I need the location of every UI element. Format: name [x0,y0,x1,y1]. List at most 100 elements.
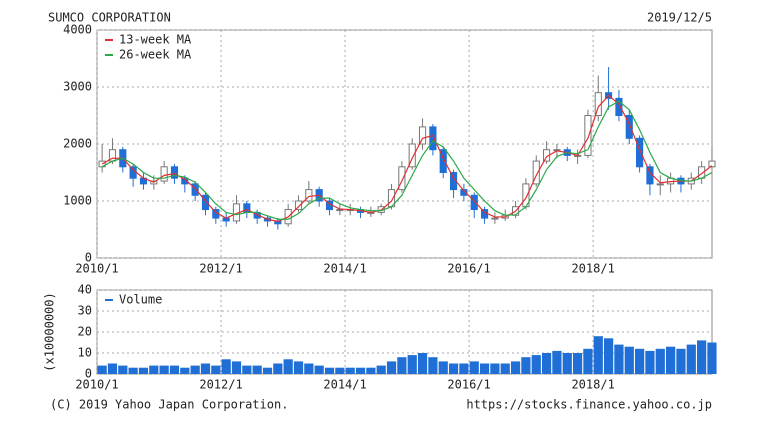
volume-bar [138,367,149,374]
candle-body [294,200,303,211]
volume-bar [469,361,479,374]
volume-bar [314,365,324,374]
x-tick-label: 2010/1 [75,378,118,392]
volume-bar [366,367,376,374]
volume-bar [552,350,562,374]
volume-bar [355,367,366,374]
volume-bar [397,357,407,374]
volume-bar [624,346,634,374]
candle-body [470,194,478,211]
candle-body [429,126,437,151]
volume-bar [417,353,428,374]
candle-body [408,143,416,168]
legend-label: 13-week MA [119,33,192,47]
volume-bar [562,353,572,374]
candle-body [636,137,644,168]
volume-bar [438,361,448,374]
candle-body [625,115,633,139]
candle-body [181,177,189,185]
x-tick-label: 2018/1 [571,262,614,276]
chart-title: SUMCO CORPORATION [48,11,171,25]
candle-body [398,166,406,191]
candle-body [460,189,468,196]
candle-body [615,97,623,117]
volume-bar [655,348,665,374]
volume-bar [324,367,335,374]
y-tick-label: 0 [85,367,92,381]
x-tick-label: 2012/1 [199,262,242,276]
candle-body [418,126,427,145]
moving-average-line [101,100,713,220]
volume-bar [386,361,397,374]
volume-bar [479,363,490,374]
volume-bar [283,359,293,374]
volume-bar [521,357,531,374]
x-tick-label: 2010/1 [75,262,118,276]
volume-bar [665,346,676,374]
plot-area [96,29,713,259]
volume-bar [97,365,107,374]
y-tick-label: 2000 [63,137,92,151]
candle-body [160,166,168,182]
x-tick-label: 2016/1 [447,378,490,392]
volume-bar [345,367,355,374]
legend-label: Volume [119,293,162,307]
volume-bar [634,348,645,374]
y-tick-label: 4000 [63,23,92,37]
volume-bar [107,363,118,374]
candle-body [439,149,447,173]
volume-bar [697,340,707,374]
volume-bar [510,361,521,374]
volume-bar [583,348,593,374]
volume-bar [603,338,614,374]
volume-bar [211,365,221,374]
volume-bar [335,367,345,374]
candle-body [305,189,313,202]
volume-bar [593,336,603,374]
volume-bar [459,363,469,374]
y-tick-label: 0 [85,251,92,265]
moving-average-line [101,94,713,223]
volume-bar [159,365,169,374]
volume-bar [500,363,510,374]
volume-bar [676,348,686,374]
volume-bar [531,355,541,374]
candle-body [129,166,137,179]
x-tick-label: 2012/1 [199,378,242,392]
volume-bar [293,361,304,374]
copyright: (C) 2019 Yahoo Japan Corporation. [50,398,288,412]
volume-bar [376,365,386,374]
volume-bar [149,365,159,374]
volume-bar [180,367,190,374]
volume-bar [200,363,211,374]
candle-body [656,183,664,186]
volume-bar [262,367,273,374]
volume-bar [273,363,283,374]
candle-body [491,217,499,220]
volume-bar [118,365,128,374]
y-axis-label: (x10000000) [43,292,57,371]
volume-bar [541,353,552,374]
y-tick-label: 30 [78,304,92,318]
x-tick-label: 2014/1 [323,378,366,392]
volume-bar [242,365,252,374]
volume-bar [128,367,138,374]
candle-body [170,166,179,179]
volume-bar [572,353,583,374]
volume-bar [221,359,231,374]
volume-bar [231,361,242,374]
y-tick-label: 1000 [63,194,92,208]
x-tick-label: 2016/1 [447,262,490,276]
volume-bar [448,363,459,374]
y-tick-label: 40 [78,283,92,297]
volume-bar [645,350,655,374]
candle-body [191,183,199,196]
candle-body [708,160,716,168]
volume-bar [490,363,500,374]
volume-bar [252,365,262,374]
chart-date: 2019/12/5 [647,11,712,25]
x-tick-label: 2014/1 [323,262,366,276]
volume-bar [686,344,696,374]
